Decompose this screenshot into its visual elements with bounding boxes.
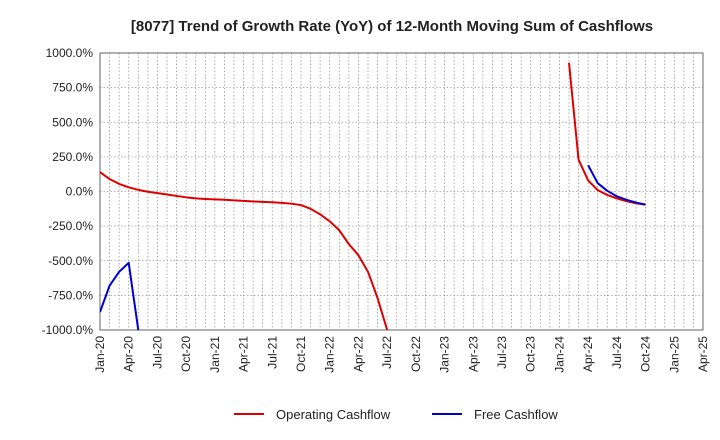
x-tick-label: Jan-22 <box>323 336 337 373</box>
x-tick-label: Oct-20 <box>179 336 193 372</box>
grid <box>99 52 704 331</box>
x-tick-label: Oct-23 <box>524 336 538 372</box>
x-tick-label: Apr-22 <box>351 336 365 372</box>
plot-frame <box>99 52 704 331</box>
x-tick-label: Jan-23 <box>438 336 452 373</box>
x-tick-label: Apr-21 <box>237 336 251 372</box>
x-tick-label: Jul-24 <box>610 336 624 369</box>
series-free-cashflow <box>100 164 646 331</box>
x-tick-label: Oct-22 <box>409 336 423 372</box>
x-tick-label: Apr-23 <box>466 336 480 372</box>
x-tick-label: Jan-25 <box>667 336 681 373</box>
x-tick-label: Oct-24 <box>639 336 653 372</box>
y-tick-label: -750.0% <box>48 288 93 302</box>
x-tick-label: Jan-20 <box>93 336 107 373</box>
x-tick-label: Jul-23 <box>495 336 509 369</box>
x-tick-label: Jan-21 <box>208 336 222 373</box>
x-tick-label: Apr-24 <box>581 336 595 372</box>
y-tick-label: 0.0% <box>66 185 94 199</box>
y-tick-label: 500.0% <box>52 115 93 129</box>
y-tick-label: -1000.0% <box>42 323 94 337</box>
x-tick-label: Jul-22 <box>380 336 394 369</box>
x-tick-label: Apr-20 <box>122 336 136 372</box>
legend-label: Free Cashflow <box>474 407 558 422</box>
series-line <box>100 171 389 331</box>
series-line <box>100 261 140 331</box>
y-axis: 1000.0% 750.0% 500.0% 250.0% 0.0% -250.0% -500… <box>42 46 94 337</box>
series-line <box>587 164 646 206</box>
y-tick-label: -500.0% <box>48 254 93 268</box>
y-tick-label: 1000.0% <box>46 46 94 60</box>
legend-label: Operating Cashflow <box>276 407 391 422</box>
y-tick-label: 750.0% <box>52 81 93 95</box>
x-tick-label: Jul-21 <box>265 336 279 369</box>
y-tick-label: 250.0% <box>52 150 93 164</box>
chart-title: [8077] Trend of Growth Rate (YoY) of 12-… <box>131 18 653 35</box>
x-axis: Jan-20 Apr-20 Jul-20 Oct-20 Jan-21 Apr-21 Jul-… <box>93 336 710 373</box>
x-tick-label: Jul-20 <box>150 336 164 369</box>
legend: Operating Cashflow Free Cashflow <box>234 407 558 422</box>
plot-area <box>100 62 646 331</box>
x-tick-label: Oct-21 <box>294 336 308 372</box>
x-tick-label: Jan-24 <box>552 336 566 373</box>
x-tick-label: Apr-25 <box>696 336 710 372</box>
y-tick-label: -250.0% <box>48 219 93 233</box>
